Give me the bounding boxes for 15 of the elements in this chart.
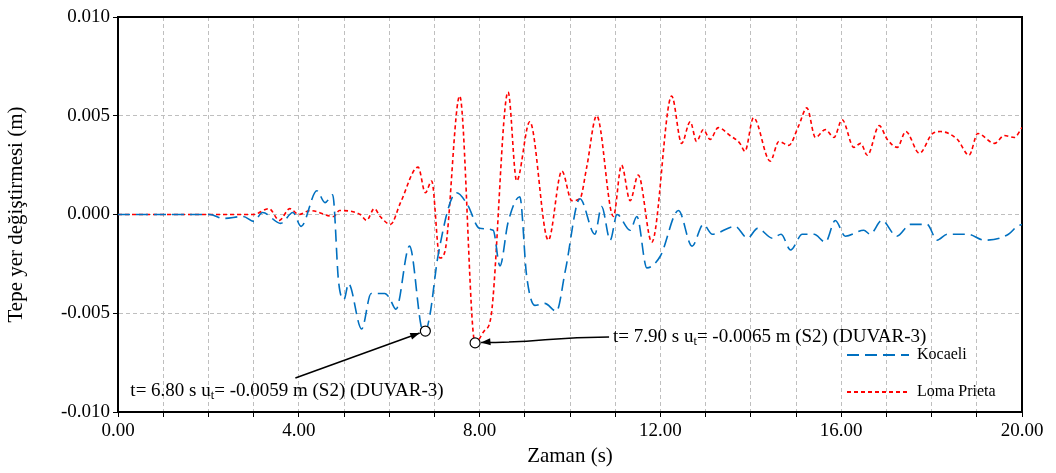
y-tick-label: -0.005 [60, 301, 110, 323]
legend-label: Kocaeli [917, 345, 968, 363]
legend-label: Loma Prieta [917, 382, 996, 400]
y-tick-label: 0.005 [67, 103, 110, 125]
y-tick-label: -0.010 [60, 399, 110, 421]
x-axis-title: Zaman (s) [527, 442, 613, 467]
y-axis-title: Tepe yer değiştirmesi (m) [3, 106, 28, 323]
x-tick-label: 0.00 [101, 419, 135, 441]
y-tick-label: 0.000 [67, 202, 110, 224]
x-tick-label: 16.00 [819, 419, 863, 441]
x-tick-label: 4.00 [282, 419, 316, 441]
x-tick-label: 12.00 [639, 419, 682, 441]
x-tick-label: 20.00 [1000, 419, 1044, 441]
x-tick-label: 8.00 [462, 419, 497, 441]
y-tick-label: 0.010 [67, 4, 110, 26]
